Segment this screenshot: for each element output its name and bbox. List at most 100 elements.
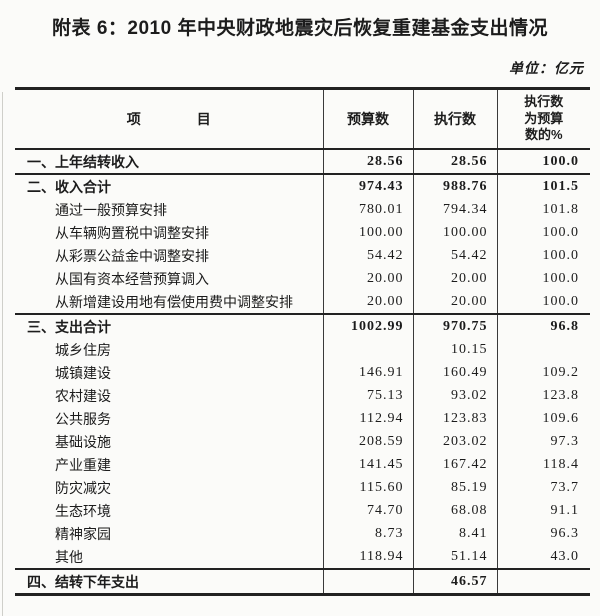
table-row: 生态环境 74.70 68.08 91.1 — [15, 499, 590, 522]
row-label: 一、上年结转收入 — [15, 148, 323, 174]
ratio-value — [496, 568, 590, 596]
budget-value: 1002.99 — [322, 313, 413, 338]
row-label: 公共服务 — [55, 412, 111, 428]
row-label: 产业重建 — [55, 458, 111, 474]
budget-value: 112.94 — [322, 407, 413, 430]
executed-value: 46.57 — [412, 568, 497, 596]
ratio-value: 109.2 — [496, 361, 590, 384]
ratio-value: 96.3 — [496, 522, 590, 545]
row-label: 农村建设 — [55, 389, 111, 405]
budget-value: 20.00 — [322, 267, 413, 290]
executed-value: 160.49 — [412, 361, 497, 384]
budget-value: 74.70 — [322, 499, 413, 522]
table-row: 从车辆购置税中调整安排 100.00 100.00 100.0 — [15, 221, 590, 244]
column-header-budget: 预算数 — [322, 87, 413, 150]
ratio-value: 91.1 — [496, 499, 590, 522]
budget-value: 75.13 — [322, 384, 413, 407]
executed-value: 794.34 — [412, 198, 497, 221]
table-row: 从新增建设用地有偿使用费中调整安排 20.00 20.00 100.0 — [15, 290, 590, 314]
table-row: 一、上年结转收入 28.56 28.56 100.0 — [15, 148, 590, 174]
executed-value: 93.02 — [412, 384, 497, 407]
row-label: 三、支出合计 — [15, 313, 323, 338]
ratio-value: 100.0 — [496, 221, 590, 244]
table-row: 通过一般预算安排 780.01 794.34 101.8 — [15, 198, 590, 221]
executed-value: 970.75 — [412, 313, 497, 338]
row-label: 四、结转下年支出 — [15, 568, 323, 596]
ratio-value: 96.8 — [496, 313, 590, 338]
table-body: 一、上年结转收入 28.56 28.56 100.0 二、收入合计 974.43 988.7… — [15, 148, 590, 596]
table-row: 基础设施 208.59 203.02 97.3 — [15, 430, 590, 453]
executed-value: 68.08 — [412, 499, 497, 522]
executed-value: 85.19 — [412, 476, 497, 499]
row-label: 从彩票公益金中调整安排 — [55, 249, 209, 265]
executed-value: 20.00 — [412, 267, 497, 290]
row-label: 城镇建设 — [55, 366, 111, 382]
ratio-value: 109.6 — [496, 407, 590, 430]
column-header-ratio: 执行数 为预算 数的% — [496, 87, 590, 150]
budget-value: 115.60 — [322, 476, 413, 499]
executed-value: 10.15 — [412, 338, 497, 361]
budget-value: 208.59 — [322, 430, 413, 453]
table-row: 城镇建设 146.91 160.49 109.2 — [15, 361, 590, 384]
executed-value: 28.56 — [412, 148, 497, 174]
budget-value: 146.91 — [322, 361, 413, 384]
table-row: 精神家园 8.73 8.41 96.3 — [15, 522, 590, 545]
table-row: 农村建设 75.13 93.02 123.8 — [15, 384, 590, 407]
table-row: 从彩票公益金中调整安排 54.42 54.42 100.0 — [15, 244, 590, 267]
document-title: 附表 6：2010 年中央财政地震灾后恢复重建基金支出情况 — [52, 18, 548, 39]
budget-value: 974.43 — [322, 173, 413, 198]
executed-value: 203.02 — [412, 430, 497, 453]
row-label: 通过一般预算安排 — [55, 203, 167, 219]
budget-value: 8.73 — [322, 522, 413, 545]
column-header-item: 项 目 — [15, 87, 323, 150]
table-row: 公共服务 112.94 123.83 109.6 — [15, 407, 590, 430]
ratio-value: 100.0 — [496, 290, 590, 314]
executed-value: 123.83 — [412, 407, 497, 430]
fund-expenditure-table: 项 目 预算数 执行数 执行数 为预算 数的% 一、上年结转收入 28.56 28.… — [15, 87, 590, 596]
executed-value: 167.42 — [412, 453, 497, 476]
ratio-value: 100.0 — [496, 148, 590, 174]
table-row: 四、结转下年支出 46.57 — [15, 568, 590, 596]
ratio-value: 123.8 — [496, 384, 590, 407]
ratio-value: 100.0 — [496, 267, 590, 290]
executed-value: 100.00 — [412, 221, 497, 244]
row-label: 从国有资本经营预算调入 — [55, 272, 209, 288]
row-label: 生态环境 — [55, 504, 111, 520]
executed-value: 8.41 — [412, 522, 497, 545]
table-row: 产业重建 141.45 167.42 118.4 — [15, 453, 590, 476]
row-label: 城乡住房 — [55, 343, 111, 359]
table-row: 二、收入合计 974.43 988.76 101.5 — [15, 173, 590, 198]
budget-value — [322, 338, 413, 361]
budget-value: 780.01 — [322, 198, 413, 221]
table-row: 城乡住房 10.15 — [15, 338, 590, 361]
table-row: 三、支出合计 1002.99 970.75 96.8 — [15, 313, 590, 338]
ratio-value — [496, 338, 590, 361]
budget-value: 28.56 — [322, 148, 413, 174]
ratio-value: 118.4 — [496, 453, 590, 476]
table-row: 从国有资本经营预算调入 20.00 20.00 100.0 — [15, 267, 590, 290]
unit-note: 单位：亿元 — [509, 62, 584, 77]
column-header-executed: 执行数 — [412, 87, 497, 150]
ratio-value: 97.3 — [496, 430, 590, 453]
executed-value: 20.00 — [412, 290, 497, 314]
ratio-value: 73.7 — [496, 476, 590, 499]
budget-value: 141.45 — [322, 453, 413, 476]
table-header: 项 目 预算数 执行数 执行数 为预算 数的% — [15, 87, 590, 150]
table-row: 防灾减灾 115.60 85.19 73.7 — [15, 476, 590, 499]
row-label: 防灾减灾 — [55, 481, 111, 497]
ratio-value: 101.5 — [496, 173, 590, 198]
ratio-value: 101.8 — [496, 198, 590, 221]
ratio-value: 43.0 — [496, 545, 590, 569]
row-label: 从车辆购置税中调整安排 — [55, 226, 209, 242]
ratio-value: 100.0 — [496, 244, 590, 267]
executed-value: 51.14 — [412, 545, 497, 569]
header-row: 项 目 预算数 执行数 执行数 为预算 数的% — [15, 87, 590, 150]
budget-value — [322, 568, 413, 596]
row-label: 二、收入合计 — [15, 173, 323, 198]
row-label: 基础设施 — [55, 435, 111, 451]
row-label: 其他 — [55, 550, 83, 566]
budget-value: 118.94 — [322, 545, 413, 569]
budget-value: 20.00 — [322, 290, 413, 314]
budget-value: 100.00 — [322, 221, 413, 244]
